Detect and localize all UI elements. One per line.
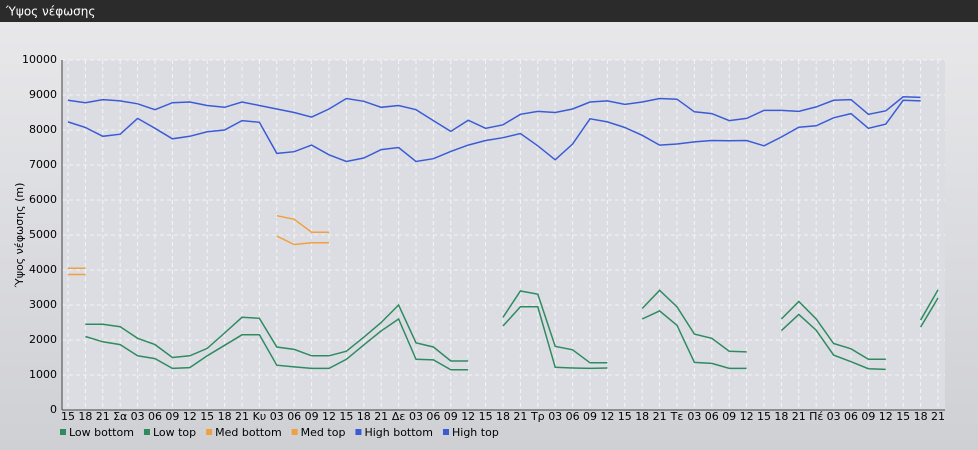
x-tick-label: 06 <box>426 410 440 423</box>
x-tick-label: 21 <box>931 410 945 423</box>
x-tick-label: 15 <box>200 410 214 423</box>
chart-title: Ύψος νέφωσης <box>5 5 95 19</box>
x-tick-label: 03 <box>827 410 841 423</box>
y-tick-label: 2000 <box>29 333 57 346</box>
x-tick-label: 18 <box>218 410 232 423</box>
x-tick-label: Τρ <box>530 410 545 423</box>
series-line <box>67 99 921 163</box>
x-tick-label: 09 <box>861 410 875 423</box>
series-line <box>67 96 921 133</box>
legend-label: Med top <box>301 426 346 439</box>
x-tick-label: 21 <box>96 410 110 423</box>
x-tick-label: 06 <box>566 410 580 423</box>
y-tick-label: 10000 <box>22 53 57 66</box>
x-tick-label: 18 <box>357 410 371 423</box>
x-tick-label: 15 <box>479 410 493 423</box>
x-tick-label: 18 <box>774 410 788 423</box>
y-tick-label: 9000 <box>29 88 57 101</box>
x-tick-label: 03 <box>409 410 423 423</box>
x-tick-label: 21 <box>653 410 667 423</box>
y-tick-label: 8000 <box>29 123 57 136</box>
legend-label: High top <box>452 426 499 439</box>
y-tick-label: 3000 <box>29 298 57 311</box>
x-tick-label: 15 <box>618 410 632 423</box>
x-tick-label: 09 <box>444 410 458 423</box>
x-tick-label: 03 <box>687 410 701 423</box>
x-tick-label: Τε <box>670 410 684 423</box>
x-tick-label: Κυ <box>253 410 267 423</box>
x-tick-label: Σα <box>113 410 127 423</box>
x-tick-label: 21 <box>513 410 527 423</box>
legend-swatch <box>206 429 213 435</box>
x-tick-label: 12 <box>879 410 893 423</box>
title-bar <box>0 0 978 22</box>
series-line <box>85 289 939 364</box>
x-tick-label: 12 <box>461 410 475 423</box>
x-tick-label: 06 <box>844 410 858 423</box>
x-tick-label: Πέ <box>809 410 823 423</box>
x-tick-label: 06 <box>287 410 301 423</box>
x-tick-label: 12 <box>183 410 197 423</box>
x-tick-label: 18 <box>635 410 649 423</box>
x-tick-label: 06 <box>148 410 162 423</box>
x-tick-label: 03 <box>270 410 284 423</box>
legend-label: Med bottom <box>215 426 282 439</box>
x-tick-label: 03 <box>131 410 145 423</box>
x-tick-label: 21 <box>792 410 806 423</box>
x-tick-label: 09 <box>583 410 597 423</box>
legend-swatch <box>60 429 66 435</box>
x-tick-label: 18 <box>914 410 928 423</box>
y-tick-label: 0 <box>50 403 57 416</box>
x-tick-label: 18 <box>496 410 510 423</box>
legend-label: Low bottom <box>69 426 134 439</box>
legend-label: Low top <box>153 426 196 439</box>
legend-swatch <box>355 429 362 435</box>
x-tick-label: 03 <box>548 410 562 423</box>
series-line <box>68 235 329 276</box>
series-line <box>85 297 939 371</box>
legend-swatch <box>443 429 449 435</box>
x-tick-label: 15 <box>339 410 353 423</box>
x-tick-label: 09 <box>305 410 319 423</box>
y-tick-label: 1000 <box>29 368 57 381</box>
x-tick-label: 15 <box>757 410 771 423</box>
x-tick-label: 15 <box>61 410 75 423</box>
x-tick-label: 21 <box>374 410 388 423</box>
y-tick-label: 5000 <box>29 228 57 241</box>
y-tick-label: 6000 <box>29 193 57 206</box>
x-tick-label: 21 <box>235 410 249 423</box>
legend-swatch <box>291 429 298 435</box>
y-tick-label: 4000 <box>29 263 57 276</box>
x-tick-label: 09 <box>722 410 736 423</box>
x-tick-label: 12 <box>600 410 614 423</box>
series-line <box>68 214 329 270</box>
legend-swatch <box>143 429 150 435</box>
y-axis-label: Ύψος νέφωσης (m) <box>13 183 26 289</box>
legend-label: High bottom <box>364 426 433 439</box>
x-tick-label: 12 <box>740 410 754 423</box>
x-tick-label: 09 <box>165 410 179 423</box>
x-tick-label: 06 <box>705 410 719 423</box>
y-tick-label: 7000 <box>29 158 57 171</box>
x-tick-label: 18 <box>78 410 92 423</box>
x-tick-label: 12 <box>322 410 336 423</box>
x-tick-label: 15 <box>896 410 910 423</box>
x-tick-label: Δε <box>392 410 406 423</box>
